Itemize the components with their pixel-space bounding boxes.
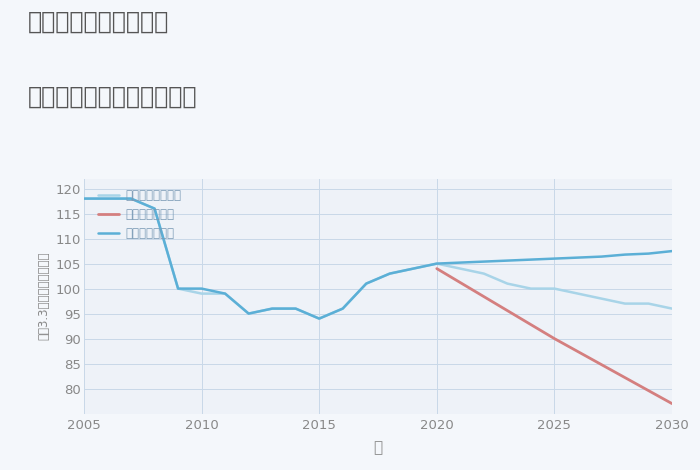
- ノーマルシナリオ: [150, 206, 159, 212]
- X-axis label: 年: 年: [373, 440, 383, 455]
- グッドシナリオ: [339, 306, 347, 312]
- ノーマルシナリオ: [456, 266, 465, 271]
- ノーマルシナリオ: [574, 291, 582, 297]
- グッドシナリオ: [621, 252, 629, 258]
- ノーマルシナリオ: [291, 306, 300, 312]
- Y-axis label: 坪（3.3㎡）単価（万円）: 坪（3.3㎡）単価（万円）: [37, 252, 50, 340]
- グッドシナリオ: [668, 248, 676, 254]
- グッドシナリオ: [574, 255, 582, 260]
- ノーマルシナリオ: [339, 306, 347, 312]
- ノーマルシナリオ: [526, 286, 535, 291]
- グッドシナリオ: [174, 286, 182, 291]
- グッドシナリオ: [221, 291, 230, 297]
- グッドシナリオ: [244, 311, 253, 316]
- グッドシナリオ: [597, 254, 606, 259]
- ノーマルシナリオ: [597, 296, 606, 301]
- グッドシナリオ: [362, 281, 370, 286]
- グッドシナリオ: [104, 196, 112, 202]
- ノーマルシナリオ: [668, 306, 676, 312]
- ノーマルシナリオ: [104, 196, 112, 202]
- グッドシナリオ: [503, 258, 512, 263]
- Line: ノーマルシナリオ: ノーマルシナリオ: [84, 199, 672, 319]
- ノーマルシナリオ: [409, 266, 417, 271]
- グッドシナリオ: [480, 259, 488, 265]
- ノーマルシナリオ: [621, 301, 629, 306]
- Text: 奈良県橿原市今井町の: 奈良県橿原市今井町の: [28, 9, 169, 33]
- ノーマルシナリオ: [315, 316, 323, 321]
- グッドシナリオ: [526, 257, 535, 262]
- バッドシナリオ: [433, 266, 441, 271]
- ノーマルシナリオ: [268, 306, 277, 312]
- グッドシナリオ: [150, 206, 159, 212]
- ノーマルシナリオ: [221, 291, 230, 297]
- ノーマルシナリオ: [197, 291, 206, 297]
- ノーマルシナリオ: [644, 301, 652, 306]
- グッドシナリオ: [456, 260, 465, 266]
- ノーマルシナリオ: [433, 261, 441, 266]
- グッドシナリオ: [433, 261, 441, 266]
- グッドシナリオ: [386, 271, 394, 276]
- グッドシナリオ: [127, 196, 135, 202]
- ノーマルシナリオ: [174, 286, 182, 291]
- グッドシナリオ: [268, 306, 277, 312]
- バッドシナリオ: [550, 336, 559, 341]
- グッドシナリオ: [644, 251, 652, 257]
- ノーマルシナリオ: [127, 196, 135, 202]
- ノーマルシナリオ: [480, 271, 488, 276]
- ノーマルシナリオ: [244, 311, 253, 316]
- ノーマルシナリオ: [386, 271, 394, 276]
- グッドシナリオ: [409, 266, 417, 271]
- グッドシナリオ: [550, 256, 559, 261]
- ノーマルシナリオ: [503, 281, 512, 286]
- グッドシナリオ: [197, 286, 206, 291]
- バッドシナリオ: [668, 401, 676, 407]
- ノーマルシナリオ: [550, 286, 559, 291]
- Legend: ノーマルシナリオ, バッドシナリオ, グッドシナリオ: ノーマルシナリオ, バッドシナリオ, グッドシナリオ: [96, 187, 183, 243]
- Text: 中古マンションの価格推移: 中古マンションの価格推移: [28, 85, 197, 109]
- Line: バッドシナリオ: バッドシナリオ: [437, 268, 672, 404]
- ノーマルシナリオ: [362, 281, 370, 286]
- グッドシナリオ: [80, 196, 88, 202]
- ノーマルシナリオ: [80, 196, 88, 202]
- グッドシナリオ: [291, 306, 300, 312]
- Line: グッドシナリオ: グッドシナリオ: [84, 199, 672, 319]
- グッドシナリオ: [315, 316, 323, 321]
